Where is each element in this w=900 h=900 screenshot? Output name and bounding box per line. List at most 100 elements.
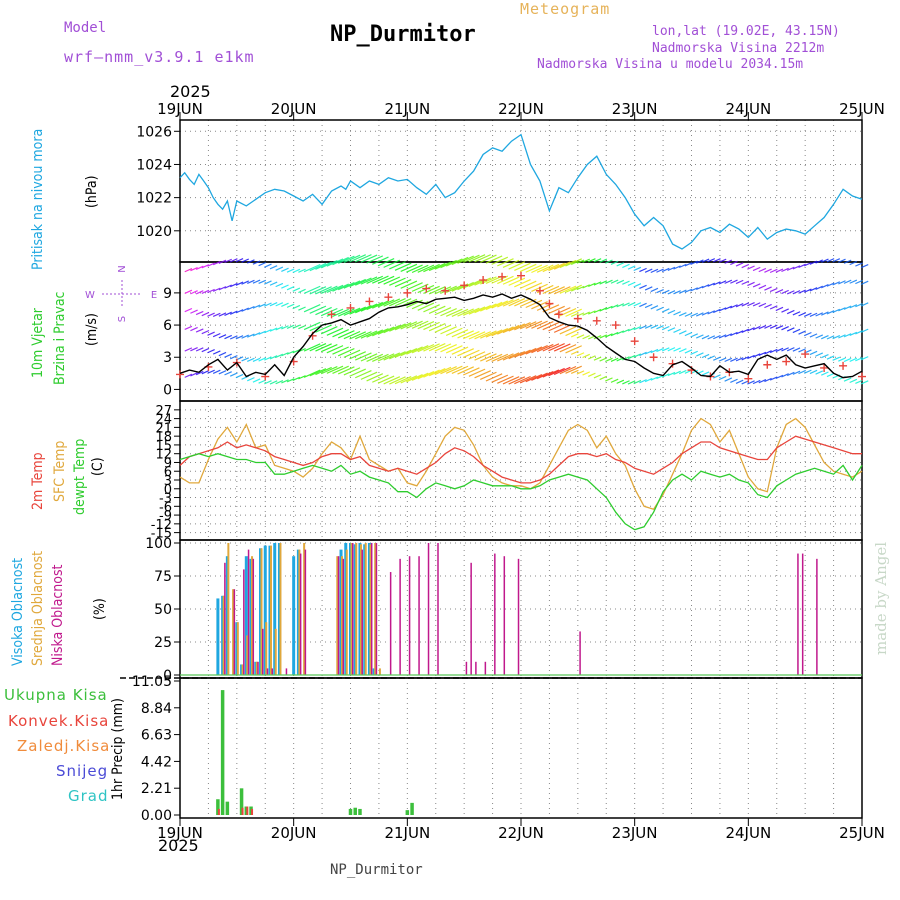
wind-arrow — [417, 302, 435, 311]
gust-marker — [592, 316, 601, 325]
wind-arrow — [417, 264, 435, 273]
wind-arrow — [656, 306, 664, 312]
gust-marker — [365, 297, 374, 306]
wind-arrow — [292, 324, 301, 329]
wind-arrow — [667, 371, 676, 377]
wind-arrow — [235, 258, 244, 263]
gust-marker — [782, 357, 791, 366]
wind-arrow — [462, 307, 480, 316]
wind-arrow — [389, 376, 406, 385]
wind-arrow — [480, 254, 497, 263]
wind-arrow — [332, 308, 349, 318]
mid-cloud-bar — [236, 622, 239, 675]
wind-arrow — [292, 287, 301, 292]
wind-arrow — [633, 302, 642, 307]
wind-arrow — [724, 305, 733, 310]
wind-arrow — [474, 331, 492, 340]
wind-arrow — [730, 378, 738, 383]
wind-ytick-label: 6 — [163, 318, 172, 334]
wind-arrow — [320, 326, 338, 335]
wind-arrow — [553, 261, 571, 270]
mid-cloud-bar — [364, 543, 367, 675]
wind-arrow — [650, 324, 659, 329]
temperature-ytick-label: 12 — [155, 448, 172, 463]
wind-arrow — [195, 370, 204, 376]
wind-arrow — [695, 259, 704, 264]
wind-arrow — [764, 303, 772, 309]
wind-arrow — [599, 375, 608, 381]
wind-arrow — [758, 267, 767, 273]
mid-cloud-bar — [269, 545, 272, 675]
compass-n: N — [117, 265, 128, 272]
wind-arrow — [849, 357, 858, 362]
gust-marker — [744, 374, 753, 383]
wind-arrow — [525, 373, 543, 383]
wind-arrow — [275, 326, 284, 331]
low-cloud-bar — [389, 572, 392, 675]
wind-arrow — [690, 350, 698, 356]
wind-arrow — [673, 347, 681, 352]
wind-arrow — [354, 305, 372, 314]
doc-type-label: Meteogram — [520, 0, 611, 18]
wind-arrow — [428, 305, 446, 314]
wind-arrow — [366, 255, 384, 264]
total-precip-bar — [348, 808, 353, 815]
wind-arrow — [491, 300, 509, 309]
low-cloud-bar — [816, 558, 818, 675]
wind-arrow — [832, 258, 841, 263]
wind-ytick-label: 3 — [163, 350, 172, 366]
wind-arrow — [309, 305, 327, 314]
wind-arrow — [315, 286, 332, 295]
wind-arrow — [610, 279, 619, 284]
total-precip-bar — [358, 808, 362, 815]
gust-marker — [535, 286, 544, 295]
wind-arrow — [616, 279, 625, 285]
wind-arrow — [224, 334, 232, 340]
wind-arrow — [298, 268, 306, 273]
wind-arrow — [531, 264, 548, 274]
wind-arrow — [229, 335, 238, 340]
wind-arrow — [258, 261, 267, 267]
wind-arrow — [627, 281, 636, 287]
wind-arrow — [576, 259, 585, 264]
conv-precip-bar — [217, 808, 220, 815]
wind-arrow — [207, 369, 215, 374]
precip-ytick-label: 0.00 — [141, 808, 172, 824]
wind-arrow — [633, 283, 642, 288]
wind-arrow — [434, 261, 452, 270]
wind-arrow — [769, 268, 778, 274]
wind-arrow — [735, 330, 744, 335]
wind-arrow — [588, 372, 596, 377]
low-cloud-bar — [484, 661, 487, 675]
wind-arrow — [326, 308, 344, 317]
wind-arrow — [286, 378, 295, 383]
wind-arrow — [701, 258, 710, 263]
wind-arrow — [764, 377, 772, 383]
wind-arrow — [360, 330, 378, 339]
wind-arrow — [485, 373, 503, 382]
high-cloud-bar — [292, 556, 296, 675]
wind-arrow — [320, 260, 338, 269]
wind-arrow — [695, 370, 704, 375]
wind-arrow — [247, 305, 255, 311]
wind-arrow — [462, 254, 480, 263]
wind-arrow — [707, 335, 716, 340]
wind-arrow — [451, 329, 469, 338]
wind-arrow — [258, 357, 267, 362]
low-cloud-bar — [465, 661, 468, 675]
wind-arrow — [303, 369, 321, 378]
low-cloud-bar — [262, 628, 264, 675]
mid-cloud-bar — [359, 544, 362, 675]
wind-arrow — [548, 262, 565, 272]
wind-arrow — [292, 304, 301, 310]
wind-arrow — [190, 266, 198, 272]
wind-arrow — [337, 366, 355, 375]
wind-arrow — [286, 324, 295, 329]
low-cloud-bar — [399, 558, 401, 675]
wind-arrow — [264, 329, 272, 334]
wind-arrow — [576, 285, 585, 291]
wind-arrow — [707, 355, 716, 360]
gust-marker — [327, 310, 336, 319]
wind-arrow — [281, 379, 289, 384]
wind-arrow — [559, 326, 577, 335]
